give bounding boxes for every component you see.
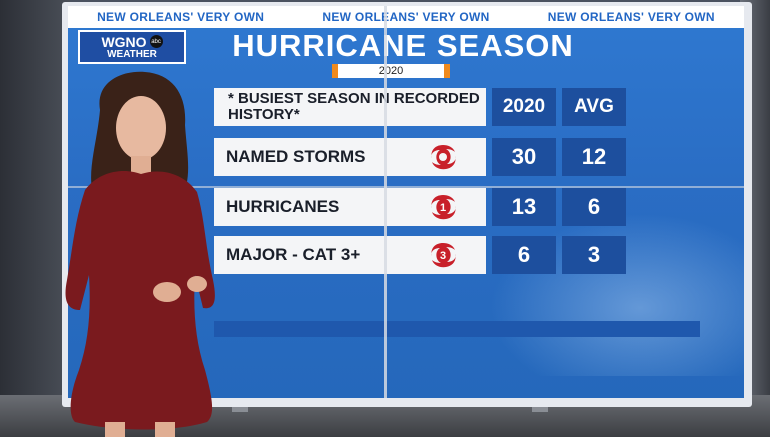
value-avg: 12 [562,138,626,176]
header-note-cell: * BUSIEST SEASON IN RECORDED HISTORY* [214,88,486,126]
logo-station: WGNO [101,33,147,50]
graphic-title: HURRICANE SEASON [232,28,574,63]
row-label-cell: HURRICANES 1 [214,188,486,226]
logo-weather-label: WEATHER [107,48,157,60]
table-row: MAJOR - CAT 3+ 3 6 3 [214,236,626,274]
video-wall-seam [68,186,744,188]
value-avg: 6 [562,188,626,226]
tagline-strip: NEW ORLEANS' VERY OWN NEW ORLEANS' VERY … [68,6,744,28]
presenter-face [116,96,166,160]
studio-wall-left [0,0,70,437]
video-wall-seam [384,6,387,398]
value-avg: 3 [562,236,626,274]
tagline: NEW ORLEANS' VERY OWN [322,10,490,24]
value-2020: 30 [492,138,556,176]
station-logo: WGNO abc WEATHER [78,30,186,64]
hurricane-category-label: 1 [440,202,446,214]
video-wall: NEW ORLEANS' VERY OWN NEW ORLEANS' VERY … [62,2,752,407]
graphic-bottom-bar [214,321,700,337]
row-label-cell: NAMED STORMS [214,138,486,176]
table-row: NAMED STORMS 30 12 [214,138,626,176]
header-2020: 2020 [492,88,556,126]
presenter [65,71,215,437]
value-2020: 13 [492,188,556,226]
hurricane-icon [431,145,456,170]
tagline: NEW ORLEANS' VERY OWN [97,10,265,24]
value-2020: 6 [492,236,556,274]
hurricane-cat1-icon: 1 [431,195,456,220]
tagline: NEW ORLEANS' VERY OWN [547,10,715,24]
table-row: HURRICANES 1 13 6 [214,188,626,226]
header-avg: AVG [562,88,626,126]
cloud-texture [478,206,744,376]
presenter-dress [65,171,215,430]
row-label: NAMED STORMS [226,147,366,166]
row-label-cell: MAJOR - CAT 3+ 3 [214,236,486,274]
hurricane-category-label: 3 [440,250,446,262]
year-label: 2020 [332,64,450,78]
table-header-row: * BUSIEST SEASON IN RECORDED HISTORY* 20… [214,88,626,126]
header-note: * BUSIEST SEASON IN RECORDED HISTORY* [228,90,480,123]
row-label: HURRICANES [226,197,340,216]
row-label: MAJOR - CAT 3+ [226,245,361,264]
hurricane-cat3-icon: 3 [431,243,456,268]
abc-badge-icon: abc [149,35,163,48]
